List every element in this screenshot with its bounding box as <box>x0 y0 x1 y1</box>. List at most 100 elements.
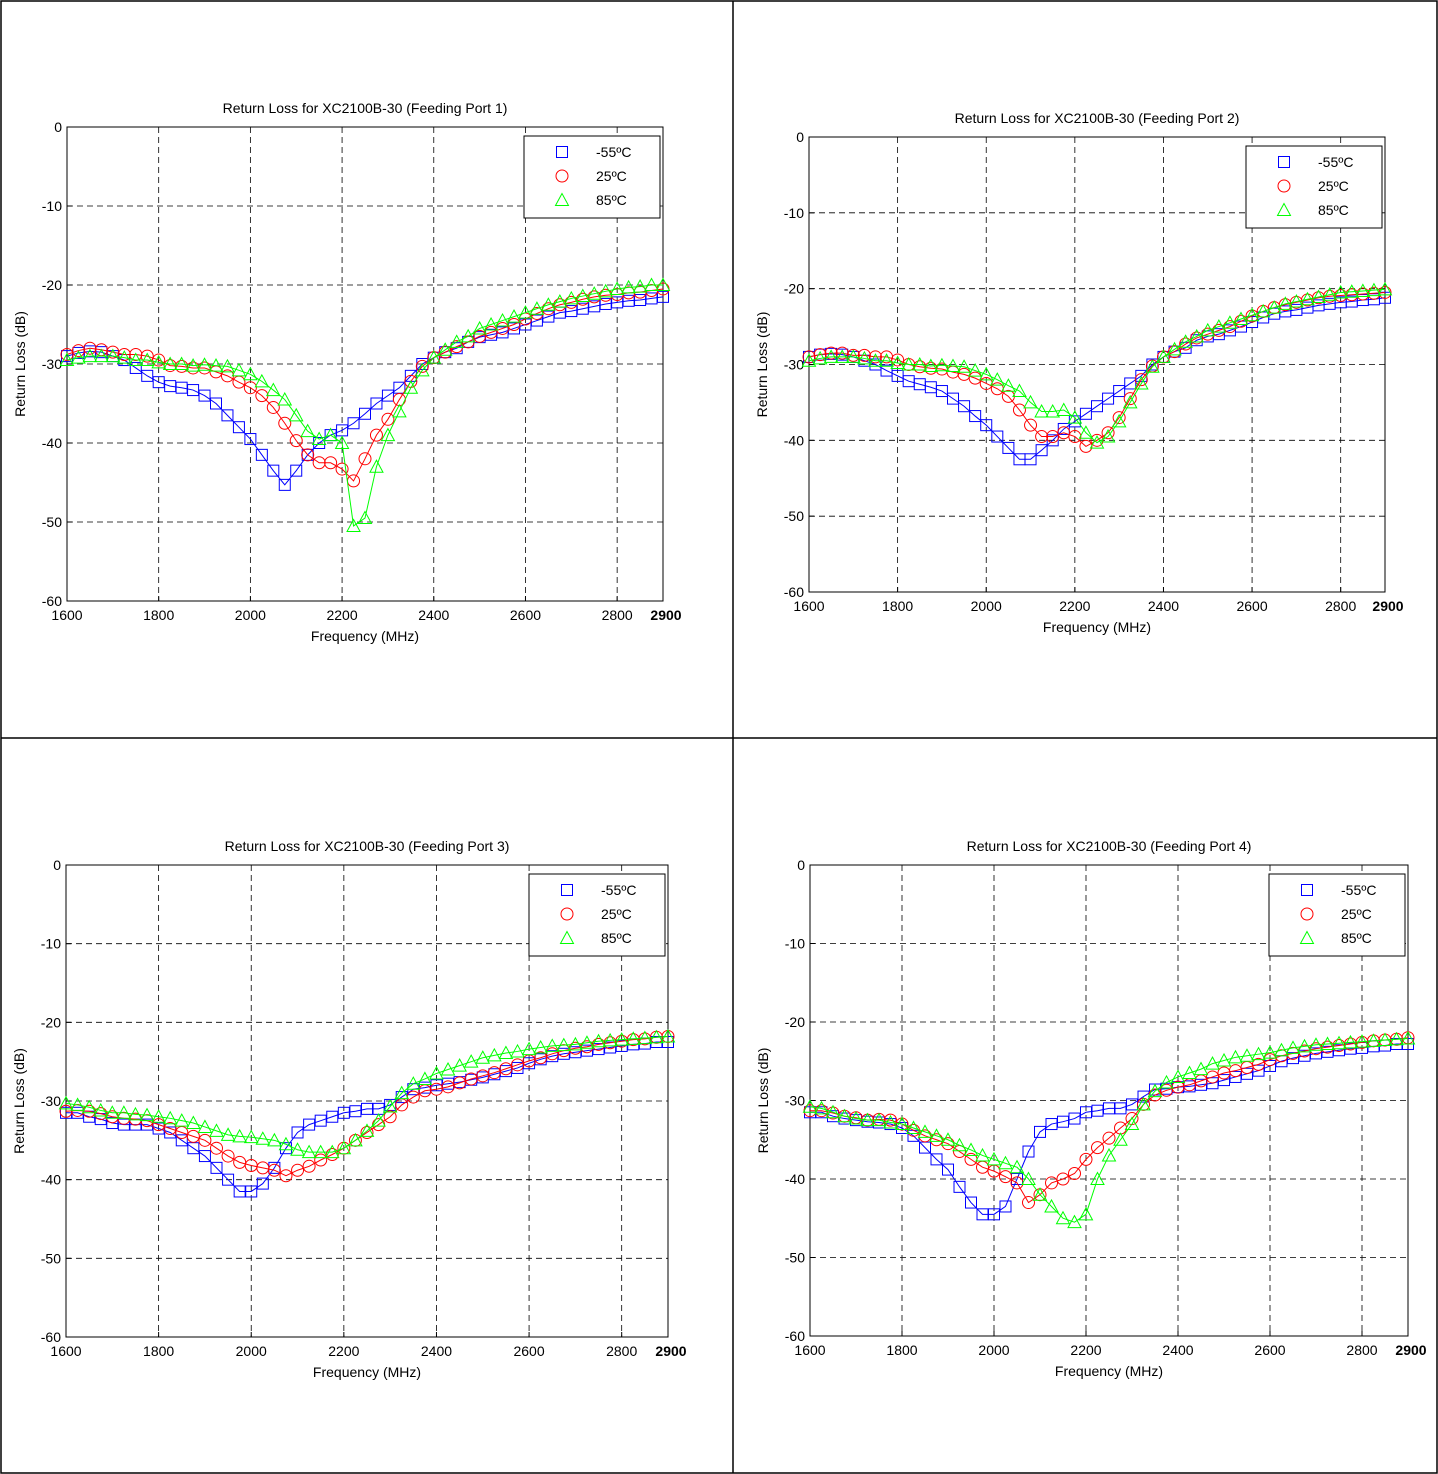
data-point <box>1167 341 1182 356</box>
data-point <box>313 1144 329 1159</box>
x-tick-label: 2900 <box>655 1343 686 1359</box>
x-tick-label: 2400 <box>418 607 449 623</box>
data-point <box>935 385 948 398</box>
x-tick-label: 2000 <box>235 607 266 623</box>
data-point <box>1216 1052 1232 1067</box>
data-point <box>254 373 270 388</box>
data-point <box>940 1132 956 1146</box>
data-point <box>884 1113 897 1127</box>
y-tick-label: -50 <box>41 1250 61 1266</box>
data-point <box>152 1118 166 1132</box>
data-point <box>1200 322 1216 337</box>
data-point <box>1159 1074 1174 1089</box>
data-point <box>221 409 234 422</box>
data-point <box>1022 1196 1035 1210</box>
y-tick-label: -60 <box>41 1329 61 1345</box>
data-point <box>1262 1045 1278 1059</box>
data-point <box>1079 407 1092 420</box>
data-point <box>208 358 224 372</box>
data-point <box>301 448 315 462</box>
data-point <box>1035 444 1048 457</box>
data-point <box>245 1185 258 1198</box>
series-triangle <box>59 277 671 532</box>
legend-marker <box>556 146 568 158</box>
data-point <box>1147 1083 1163 1098</box>
data-point <box>140 349 154 363</box>
data-point <box>906 1120 921 1134</box>
data-point <box>267 1163 281 1177</box>
data-point <box>533 1039 548 1054</box>
data-point <box>894 1116 910 1131</box>
data-point <box>243 381 257 395</box>
data-point <box>602 1032 618 1047</box>
data-point <box>463 1054 479 1068</box>
data-point <box>58 1095 74 1110</box>
data-point <box>243 366 258 381</box>
data-point <box>1377 281 1393 296</box>
legend-box <box>1245 145 1383 229</box>
series-triangle <box>802 1030 1416 1229</box>
data-point <box>348 1132 363 1147</box>
data-point <box>1300 291 1315 306</box>
data-point <box>1377 1032 1393 1047</box>
data-point <box>359 1123 375 1137</box>
data-point <box>1111 413 1127 428</box>
data-point <box>141 369 154 382</box>
data-point <box>1046 434 1059 447</box>
chart-title: Return Loss for XC2100B-30 (Feeding Port… <box>955 110 1240 126</box>
x-tick-label: 1800 <box>143 607 174 623</box>
y-tick-label: -40 <box>784 432 804 448</box>
data-point <box>198 1150 211 1163</box>
data-point <box>357 510 373 525</box>
chart-port-4: 1600 1800 2000 2200 2400 2600 2800 2900 0 -10 -20 -… <box>755 838 1427 1379</box>
data-point <box>326 1110 339 1123</box>
y-tick-label: -10 <box>41 936 61 952</box>
series-line <box>66 1041 668 1192</box>
data-point <box>106 1117 119 1130</box>
series-line <box>809 1037 1409 1223</box>
data-point <box>1091 1141 1104 1155</box>
data-point <box>1274 1042 1289 1057</box>
data-point <box>1068 1112 1081 1125</box>
data-point <box>871 1112 887 1127</box>
data-point <box>453 1076 467 1090</box>
data-point <box>314 1153 328 1167</box>
data-point <box>414 362 430 377</box>
legend-box <box>528 873 666 957</box>
data-point <box>185 358 201 372</box>
data-point <box>498 1045 514 1060</box>
y-tick-label: -40 <box>785 1171 805 1187</box>
data-point <box>848 1111 864 1125</box>
data-point <box>529 301 545 315</box>
data-point <box>1205 1056 1220 1070</box>
data-point <box>1277 296 1293 310</box>
x-tick-label: 1600 <box>51 607 82 623</box>
x-tick-label: 2000 <box>978 1342 1009 1358</box>
data-point <box>483 316 499 331</box>
data-point <box>1079 1152 1093 1166</box>
x-tick-label: 1800 <box>886 1342 917 1358</box>
data-point <box>349 1105 362 1118</box>
series-line <box>66 284 663 527</box>
data-point <box>358 452 372 466</box>
data-point <box>1239 1048 1255 1062</box>
x-tick-label: 1800 <box>882 598 913 614</box>
x-axis-label: Frequency (MHz) <box>313 1364 421 1380</box>
data-point <box>335 462 349 476</box>
data-point <box>1032 1187 1048 1201</box>
data-point <box>942 1163 954 1176</box>
data-point <box>978 366 994 381</box>
data-point <box>383 1110 397 1124</box>
data-point <box>845 349 861 363</box>
data-point <box>1044 1198 1059 1213</box>
data-point <box>1055 1210 1071 1225</box>
data-point <box>244 433 257 446</box>
legend-marker <box>1301 884 1313 896</box>
data-point <box>999 1200 1012 1213</box>
data-point <box>1057 422 1070 435</box>
data-point <box>105 348 121 363</box>
data-point <box>1244 307 1260 322</box>
data-point <box>1379 291 1391 304</box>
data-point <box>1255 303 1271 318</box>
data-point <box>655 277 671 291</box>
